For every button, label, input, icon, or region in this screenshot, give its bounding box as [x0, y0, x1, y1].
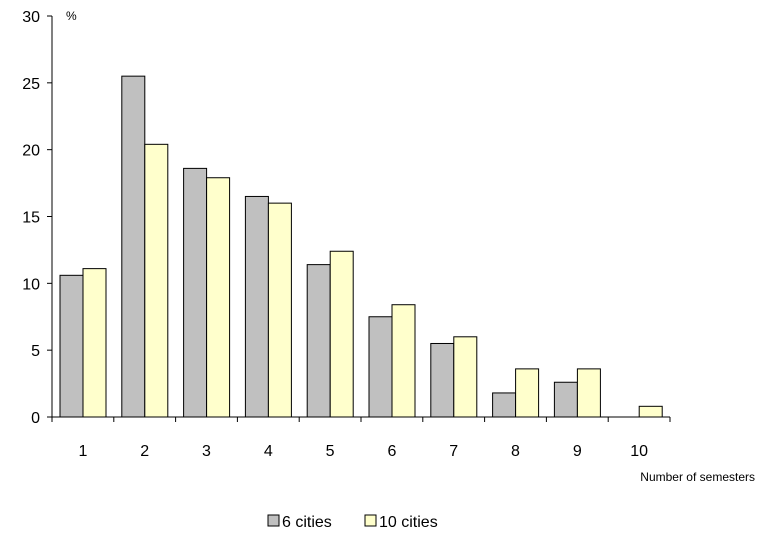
bar-series2-5 — [329, 250, 354, 418]
x-tick-label: 7 — [449, 443, 458, 460]
y-tick-label: 20 — [22, 143, 40, 160]
x-axis-label: Number of semesters — [640, 470, 755, 484]
bar-series1-4 — [244, 195, 269, 418]
y-tick-label: 30 — [22, 9, 40, 26]
x-tick-label: 2 — [140, 443, 149, 460]
x-tick-label: 5 — [326, 443, 335, 460]
bar-series2-4 — [267, 202, 292, 418]
x-tick-label: 1 — [78, 443, 87, 460]
x-tick-label: 8 — [511, 443, 520, 460]
bar-series1-1 — [59, 274, 84, 418]
legend-label-2: 10 cities — [379, 514, 438, 531]
bar-series2-1 — [82, 268, 107, 418]
bar-series1-6 — [368, 316, 393, 418]
x-tick-label: 9 — [573, 443, 582, 460]
bar-series2-6 — [391, 304, 416, 418]
y-ticks-layer: 0 5 10 15 20 25 30 — [22, 9, 52, 427]
x-tick-label: 3 — [202, 443, 211, 460]
x-ticks-layer: 1 2 3 4 5 6 7 8 9 10 — [51, 417, 671, 460]
bar-series1-8 — [492, 392, 517, 418]
y-tick-label: 10 — [22, 276, 40, 293]
bar-series1-9 — [553, 381, 578, 418]
legend: 6 cities 10 cities — [267, 514, 438, 531]
x-tick-label: 6 — [387, 443, 396, 460]
bars-layer — [59, 75, 663, 418]
bar-series1-3 — [183, 167, 208, 418]
x-tick-label: 4 — [264, 443, 273, 460]
y-tick-label: 25 — [22, 76, 40, 93]
y-tick-label: 0 — [31, 410, 40, 427]
bar-series2-9 — [576, 368, 601, 418]
bar-series2-8 — [515, 368, 540, 418]
bar-series2-2 — [144, 143, 169, 418]
bar-series2-3 — [206, 177, 231, 418]
bar-series2-7 — [453, 336, 478, 418]
y-tick-label: 15 — [22, 210, 40, 227]
bar-series1-2 — [121, 75, 146, 418]
y-axis-label: % — [66, 9, 77, 23]
y-tick-label: 5 — [31, 343, 40, 360]
bar-series1-5 — [306, 264, 331, 418]
legend-swatch-2 — [364, 514, 377, 527]
bar-series1-7 — [430, 342, 455, 418]
bar-series2-10 — [638, 405, 663, 418]
x-tick-label: 10 — [630, 443, 648, 460]
legend-swatch-1 — [267, 514, 280, 527]
legend-label-1: 6 cities — [282, 514, 332, 531]
